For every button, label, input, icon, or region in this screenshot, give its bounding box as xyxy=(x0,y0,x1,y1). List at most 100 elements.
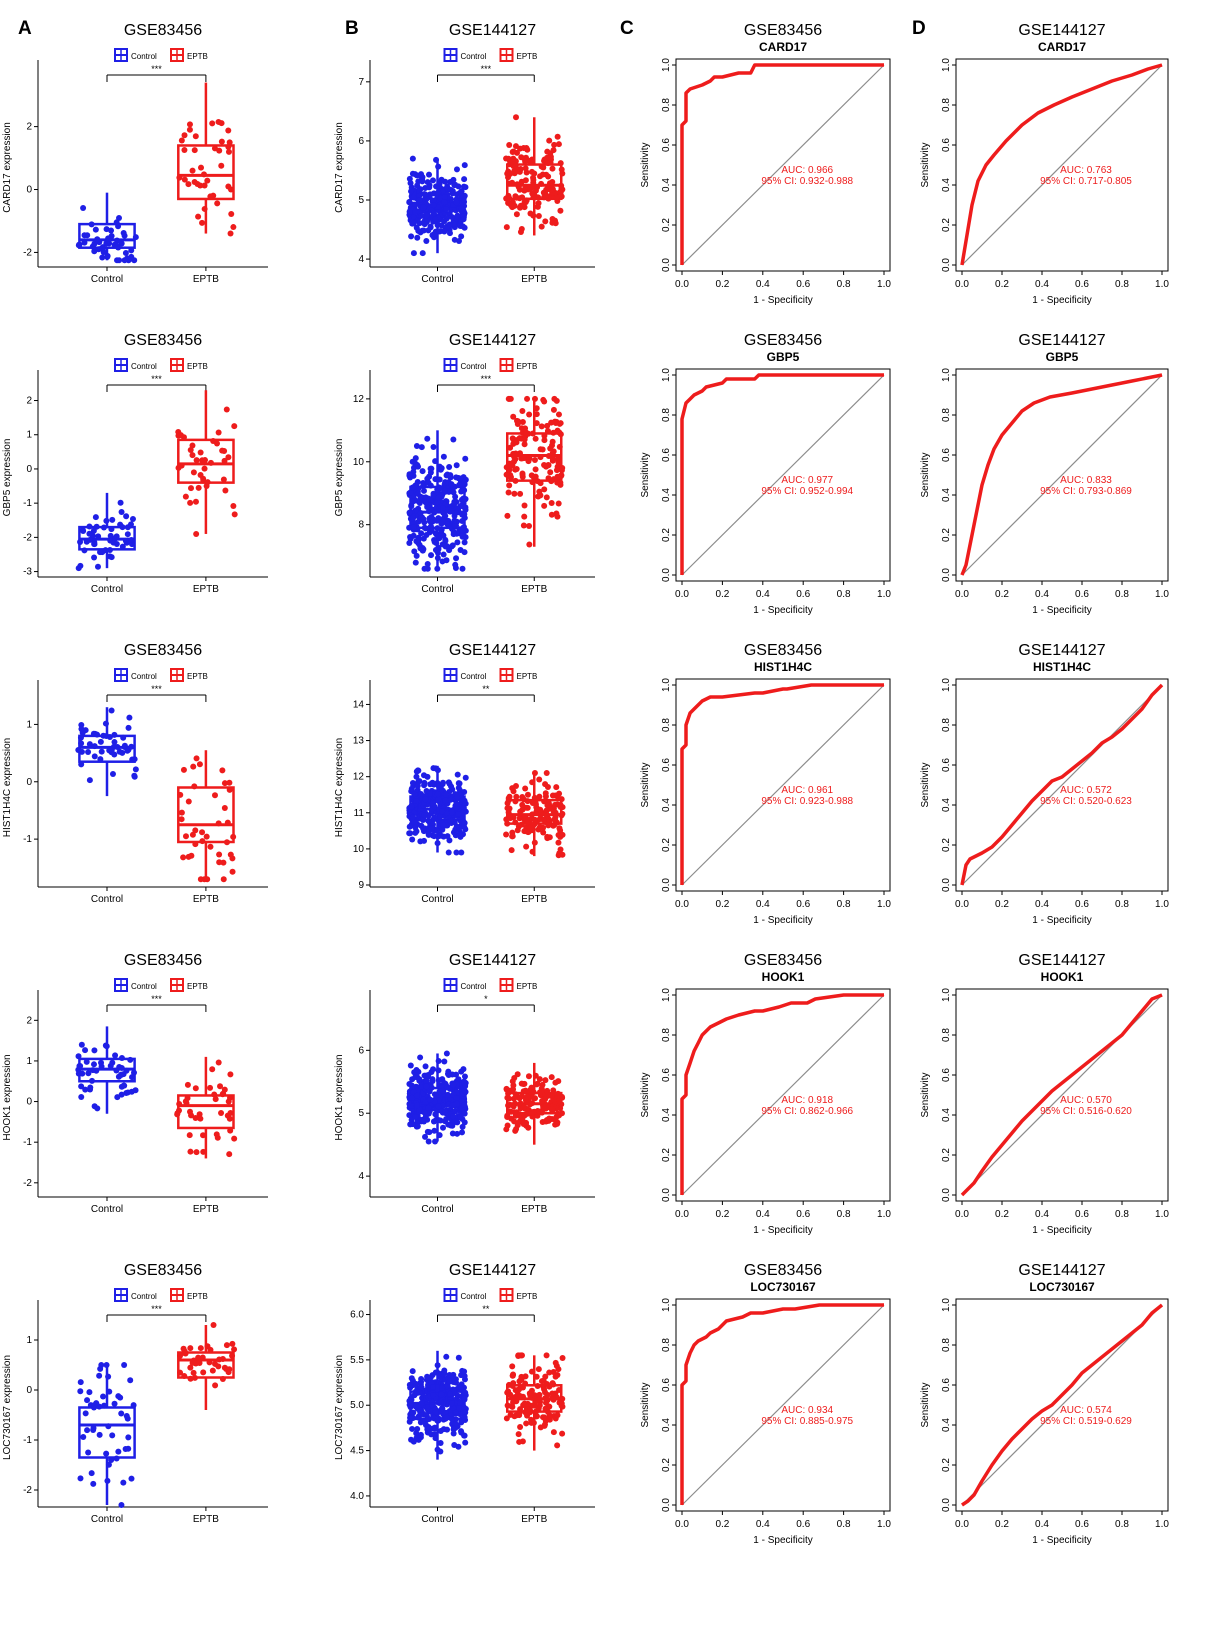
roc-subtitle: GBP5 xyxy=(767,350,800,364)
data-point-control xyxy=(80,1434,87,1441)
significance-label: *** xyxy=(151,1304,162,1314)
boxplot-gse144127-gbp5: GSE144127 Control EPTB 8 10 12 GBP5 expression… xyxy=(334,332,595,595)
data-point-control xyxy=(453,199,460,206)
data-point-control xyxy=(90,1480,97,1487)
y-tick-label: 5.0 xyxy=(350,1400,364,1411)
data-point-eptb xyxy=(519,408,526,415)
data-point-eptb xyxy=(530,474,537,481)
data-point-eptb xyxy=(528,1368,535,1375)
data-point-control xyxy=(440,551,447,558)
data-point-eptb xyxy=(204,1343,211,1350)
data-point-eptb xyxy=(197,1345,204,1352)
data-point-eptb xyxy=(556,1097,563,1104)
data-point-control xyxy=(410,220,417,227)
data-point-control xyxy=(444,1426,451,1433)
data-point-control xyxy=(119,543,126,550)
auc-label: AUC: 0.833 xyxy=(1060,475,1112,486)
x-tick-label: 0.2 xyxy=(995,1209,1009,1220)
data-point-control xyxy=(406,1381,413,1388)
data-point-eptb xyxy=(540,816,547,823)
y-axis-label: Sensitivity xyxy=(920,142,931,187)
data-point-eptb xyxy=(526,541,533,548)
data-point-control xyxy=(432,1138,439,1145)
y-tick-label: 0 xyxy=(26,1385,32,1396)
y-tick-label: 0.2 xyxy=(941,838,952,852)
y-tick-label: 5.5 xyxy=(350,1355,364,1366)
data-point-control xyxy=(408,503,415,510)
data-point-eptb xyxy=(215,1363,222,1370)
data-point-eptb xyxy=(503,1415,510,1422)
data-point-eptb xyxy=(519,1093,526,1100)
data-point-eptb xyxy=(505,489,512,496)
data-point-eptb xyxy=(514,1122,521,1129)
data-point-eptb xyxy=(196,761,203,768)
data-point-eptb xyxy=(520,522,527,529)
data-point-control xyxy=(108,1457,115,1464)
y-tick-label: 0 xyxy=(26,777,32,788)
data-point-eptb xyxy=(219,1091,226,1098)
data-point-control xyxy=(409,1094,416,1101)
x-tick-label: 0.6 xyxy=(1075,899,1089,910)
data-point-eptb xyxy=(520,1103,527,1110)
data-point-eptb xyxy=(212,1382,219,1389)
data-point-control xyxy=(434,791,441,798)
data-point-eptb xyxy=(526,411,533,418)
data-point-eptb xyxy=(557,160,564,167)
data-point-eptb xyxy=(228,211,235,218)
data-point-eptb xyxy=(550,476,557,483)
data-point-eptb xyxy=(188,1112,195,1119)
data-point-eptb xyxy=(554,513,561,520)
data-point-control xyxy=(418,444,425,451)
data-point-eptb xyxy=(518,225,525,232)
data-point-control xyxy=(439,826,446,833)
data-point-control xyxy=(458,1068,465,1075)
ci-label: 95% CI: 0.717-0.805 xyxy=(1040,176,1132,187)
x-tick-label: EPTB xyxy=(521,1204,547,1215)
data-point-control xyxy=(461,479,468,486)
y-tick-label: 0.6 xyxy=(941,1068,952,1082)
data-point-eptb xyxy=(200,475,207,482)
data-point-eptb xyxy=(554,1120,561,1127)
data-point-control xyxy=(420,487,427,494)
data-point-eptb xyxy=(196,1359,203,1366)
data-point-control xyxy=(78,1094,85,1101)
data-point-eptb xyxy=(535,1366,542,1373)
data-point-eptb xyxy=(553,397,560,404)
data-point-eptb xyxy=(549,1380,556,1387)
data-point-control xyxy=(440,821,447,828)
data-point-control xyxy=(461,539,468,546)
data-point-control xyxy=(462,1409,469,1416)
data-point-control xyxy=(413,552,420,559)
data-point-control xyxy=(430,210,437,217)
y-tick-label: 9 xyxy=(358,880,364,891)
data-point-eptb xyxy=(223,406,230,413)
data-point-control xyxy=(461,1368,468,1375)
data-point-eptb xyxy=(209,1066,216,1073)
legend-label-eptb: EPTB xyxy=(517,982,538,991)
data-point-control xyxy=(448,214,455,221)
plot-frame xyxy=(675,1298,891,1512)
data-point-eptb xyxy=(191,1374,198,1381)
data-point-eptb xyxy=(533,411,540,418)
data-point-control xyxy=(446,1378,453,1385)
y-tick-label: 2 xyxy=(26,1015,32,1026)
data-point-control xyxy=(108,227,115,234)
data-point-eptb xyxy=(541,502,548,509)
data-point-control xyxy=(104,1477,111,1484)
x-tick-label: 1.0 xyxy=(877,899,891,910)
legend-label-eptb: EPTB xyxy=(517,672,538,681)
data-point-eptb xyxy=(540,396,547,403)
data-point-eptb xyxy=(229,868,236,875)
data-point-eptb xyxy=(182,493,189,500)
data-point-eptb xyxy=(546,137,553,144)
data-point-eptb xyxy=(544,835,551,842)
data-point-control xyxy=(444,1091,451,1098)
data-point-control xyxy=(450,1081,457,1088)
data-point-eptb xyxy=(527,824,534,831)
data-point-eptb xyxy=(530,176,537,183)
data-point-control xyxy=(412,209,419,216)
data-point-eptb xyxy=(517,1393,524,1400)
data-point-control xyxy=(462,1389,469,1396)
data-point-control xyxy=(424,435,431,442)
